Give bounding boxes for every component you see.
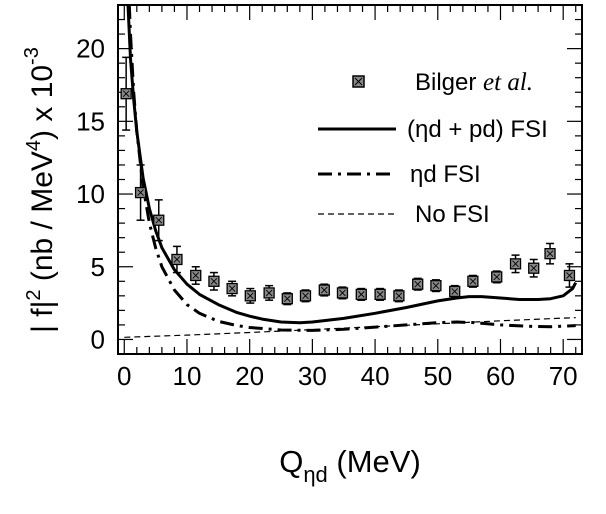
x-tick-label: 20 — [235, 361, 264, 391]
ticks-layer — [118, 4, 582, 355]
x-tick-label: 60 — [486, 361, 515, 391]
marker-cross-b — [414, 280, 422, 288]
y-tick-labels: 0 5 10 15 20 — [76, 34, 105, 355]
marker-cross-b — [173, 256, 181, 263]
x-tick-label: 50 — [423, 361, 452, 391]
data-point — [336, 286, 349, 300]
curve-full-fsi — [126, 5, 578, 325]
data-point — [244, 287, 256, 304]
data-point — [299, 289, 312, 303]
y-tick-label: 15 — [76, 106, 105, 136]
marker-cross-b — [192, 272, 200, 279]
data-point — [544, 242, 556, 265]
marker-cross-b — [376, 291, 384, 298]
data-point — [491, 270, 503, 284]
marker-cross-b — [357, 291, 365, 298]
y-tick-label: 20 — [76, 34, 105, 64]
x-tick-label: 30 — [298, 361, 327, 391]
legend-label-full-fsi: (ηd + pd) FSI — [407, 116, 548, 143]
legend-label-eta-d-fsi: ηd FSI — [410, 161, 481, 188]
marker-cross-b — [283, 295, 291, 303]
data-point — [318, 283, 330, 297]
data-point — [226, 280, 238, 297]
data-point — [563, 263, 576, 288]
x-tick-label: 70 — [549, 361, 578, 391]
x-tick-label: 10 — [173, 361, 202, 391]
marker-cross-b — [546, 250, 554, 257]
marker-cross-b — [339, 289, 346, 297]
data-point — [153, 199, 165, 242]
data-point — [430, 279, 442, 293]
y-tick-label: 5 — [91, 252, 105, 282]
marker-cross-b — [432, 282, 440, 289]
data-point — [208, 271, 220, 291]
marker-cross-b — [137, 189, 144, 196]
marker-cross-b — [512, 260, 519, 268]
curves-layer — [124, 5, 578, 338]
y-axis-label: | f|2 (nb / MeV4) x 10-3 — [21, 47, 59, 333]
marker-cross-b — [395, 292, 403, 300]
marker-cross-b — [155, 216, 163, 224]
data-point — [355, 287, 367, 301]
curve-eta-d-fsi — [127, 5, 576, 332]
data-point — [171, 245, 183, 274]
x-tick-label: 0 — [117, 361, 131, 391]
legend-marker-data — [352, 75, 365, 88]
curve-no-fsi — [124, 317, 576, 338]
y-tick-label: 0 — [91, 324, 105, 354]
marker-cross-b — [122, 90, 130, 98]
marker-cross-b — [469, 277, 477, 285]
marker-cross-b — [302, 292, 309, 300]
legend-label-data: Bilger et al. — [415, 69, 533, 96]
marker-cross-b — [228, 285, 236, 292]
legend: Bilger et al. (ηd + pd) FSI ηd FSI No FS… — [318, 69, 548, 228]
marker-cross-b — [530, 264, 538, 272]
marker-cross-b — [210, 277, 218, 285]
data-point — [190, 266, 202, 285]
data-point — [509, 254, 522, 274]
data-point — [134, 164, 147, 221]
y-tick-label: 10 — [76, 179, 105, 209]
data-point — [263, 284, 275, 301]
data-point — [120, 56, 132, 131]
data-point — [449, 284, 461, 299]
data-point — [374, 287, 386, 301]
marker-cross-b — [493, 273, 501, 281]
marker-cross-b — [265, 289, 273, 297]
legend-label-no-fsi: No FSI — [415, 201, 490, 228]
data-point — [281, 292, 293, 306]
plot-frame — [117, 4, 583, 355]
data-point — [528, 258, 540, 278]
data-point — [393, 289, 405, 303]
marker-cross-b — [566, 272, 573, 279]
data-point — [467, 274, 479, 288]
x-tick-label: 40 — [361, 361, 390, 391]
x-axis-label: Qηd (MeV) — [279, 444, 421, 487]
x-tick-labels: 0 10 20 30 40 50 60 70 — [117, 361, 578, 391]
marker-cross-b — [320, 286, 328, 294]
marker-cross-b — [451, 288, 459, 295]
data-point — [412, 277, 424, 291]
data-points-layer — [120, 56, 576, 306]
marker-cross-b — [246, 292, 254, 300]
